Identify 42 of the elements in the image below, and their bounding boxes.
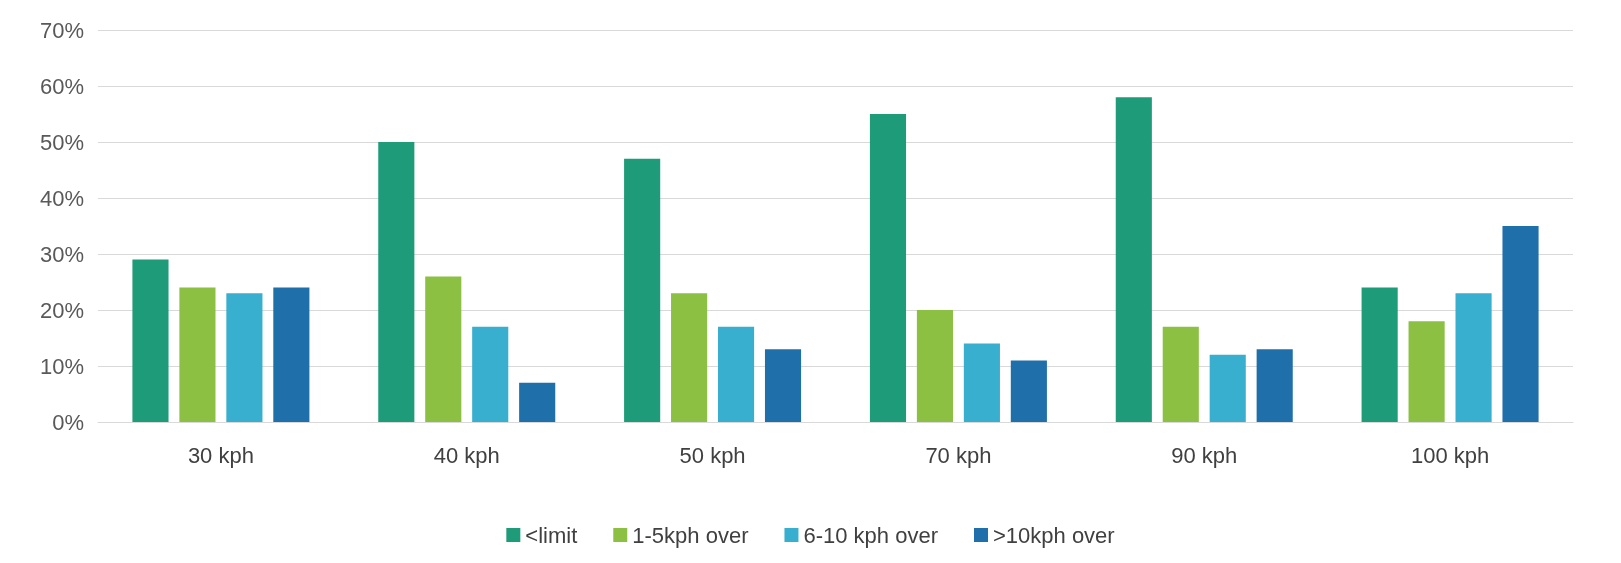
- y-tick-label: 10%: [39, 353, 84, 379]
- bar: [132, 259, 169, 422]
- bar: [472, 326, 509, 422]
- bar: [425, 276, 462, 422]
- bar: [963, 343, 1000, 422]
- bar: [1256, 349, 1293, 422]
- y-tick-label: 20%: [39, 297, 84, 323]
- bar: [1408, 321, 1445, 422]
- bar: [671, 293, 708, 422]
- bar: [1361, 287, 1398, 422]
- bar: [226, 293, 263, 422]
- legend-label: >10kph over: [992, 522, 1115, 548]
- bar: [869, 114, 907, 422]
- x-tick-label: 70 kph: [925, 442, 992, 468]
- bar: [718, 326, 755, 422]
- bar: [1502, 226, 1539, 422]
- bar: [1455, 293, 1492, 422]
- bar: [1115, 97, 1152, 422]
- bar: [764, 349, 802, 422]
- y-tick-label: 0%: [52, 409, 84, 435]
- x-tick-label: 30 kph: [187, 442, 254, 468]
- y-tick-label: 60%: [39, 73, 84, 99]
- bar: [624, 158, 661, 422]
- bar: [1010, 360, 1047, 422]
- y-tick-label: 70%: [39, 17, 84, 43]
- x-tick-label: 40 kph: [433, 442, 500, 468]
- bar: [273, 287, 310, 422]
- y-tick-label: 30%: [39, 241, 84, 267]
- y-tick-label: 40%: [39, 185, 84, 211]
- bar: [1209, 354, 1246, 422]
- y-tick-label: 50%: [39, 129, 84, 155]
- bar: [916, 310, 953, 422]
- x-tick-label: 50 kph: [679, 442, 746, 468]
- x-tick-label: 100 kph: [1410, 442, 1490, 468]
- x-tick-label: 90 kph: [1171, 442, 1238, 468]
- bar: [519, 382, 556, 422]
- bar: [179, 287, 216, 422]
- bar: [378, 142, 415, 422]
- legend-label: 1-5kph over: [632, 522, 749, 548]
- legend-label: 6-10 kph over: [803, 522, 938, 548]
- legend-label: <limit: [525, 522, 578, 548]
- bar: [1162, 326, 1199, 422]
